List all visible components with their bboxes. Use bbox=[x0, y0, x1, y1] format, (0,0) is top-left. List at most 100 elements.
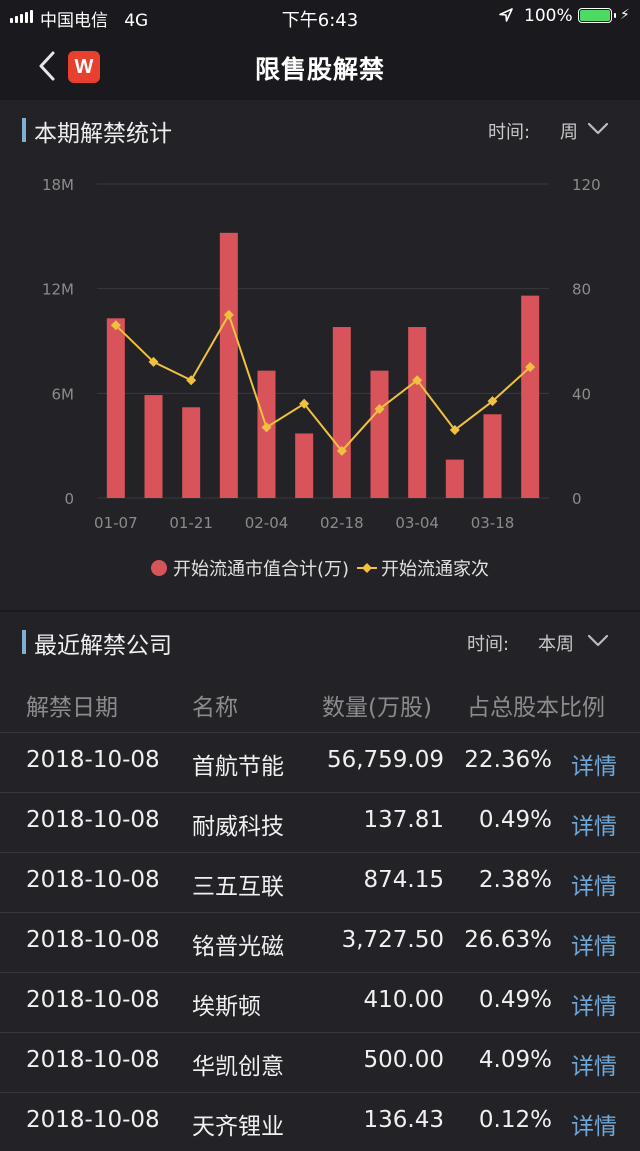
y-right-tick-label: 40 bbox=[572, 385, 591, 403]
chevron-down-icon[interactable] bbox=[587, 122, 609, 136]
x-tick-label: 02-04 bbox=[245, 514, 289, 532]
legend-bar-label: 开始流通市值合计(万) bbox=[172, 559, 350, 580]
section-accent-bar bbox=[22, 118, 26, 142]
stats-time-value[interactable]: 周 bbox=[560, 122, 578, 143]
header-pct: 占总股本比例 bbox=[467, 695, 605, 721]
line-point bbox=[487, 396, 498, 407]
y-right-tick-label: 120 bbox=[572, 176, 601, 194]
line-point bbox=[261, 422, 272, 433]
header-name: 名称 bbox=[192, 695, 238, 721]
bar bbox=[521, 295, 540, 498]
row-pct: 22.36% bbox=[464, 747, 552, 773]
row-name: 天齐锂业 bbox=[192, 1114, 284, 1140]
row-detail-link[interactable]: 详情 bbox=[571, 1054, 617, 1080]
carrier-label: 中国电信 4G bbox=[40, 11, 149, 31]
row-pct: 26.63% bbox=[464, 927, 552, 953]
row-qty: 137.81 bbox=[363, 807, 444, 833]
bar bbox=[332, 327, 351, 498]
signal-icon bbox=[10, 10, 33, 23]
table-row[interactable]: 2018-10-08 耐威科技 137.81 0.49% 详情 bbox=[0, 792, 640, 851]
recent-time-label: 时间: bbox=[467, 634, 510, 655]
chevron-down-icon[interactable] bbox=[587, 634, 609, 648]
stats-section-title: 本期解禁统计 bbox=[34, 121, 172, 147]
stats-time-label: 时间: bbox=[488, 122, 531, 143]
row-qty: 874.15 bbox=[363, 867, 444, 893]
table-header: 解禁日期 名称 数量(万股) 占总股本比例 bbox=[0, 672, 640, 732]
bar bbox=[483, 414, 502, 498]
back-chevron-icon[interactable] bbox=[36, 50, 58, 82]
bar bbox=[445, 459, 464, 498]
line-point bbox=[299, 398, 310, 409]
row-detail-link[interactable]: 详情 bbox=[571, 814, 617, 840]
row-date: 2018-10-08 bbox=[26, 747, 160, 773]
bar bbox=[144, 395, 163, 498]
row-pct: 0.12% bbox=[478, 1107, 552, 1133]
x-tick-label: 01-07 bbox=[94, 514, 138, 532]
row-detail-link[interactable]: 详情 bbox=[571, 874, 617, 900]
table-row[interactable]: 2018-10-08 三五互联 874.15 2.38% 详情 bbox=[0, 852, 640, 911]
legend-line-swatch bbox=[357, 563, 378, 573]
row-qty: 136.43 bbox=[363, 1107, 444, 1133]
y-right-tick-label: 0 bbox=[572, 490, 582, 508]
status-time: 下午6:43 bbox=[281, 10, 359, 31]
bar bbox=[182, 407, 201, 498]
status-bar: 中国电信 4G 下午6:43 100% ⚡ bbox=[0, 0, 640, 34]
chart-legend: 开始流通市值合计(万) 开始流通家次 bbox=[0, 555, 640, 581]
y-left-tick-label: 6M bbox=[52, 385, 75, 403]
section-accent-bar bbox=[22, 630, 26, 654]
row-name: 首航节能 bbox=[192, 754, 284, 780]
row-date: 2018-10-08 bbox=[26, 1047, 160, 1073]
table-row[interactable]: 2018-10-08 华凯创意 500.00 4.09% 详情 bbox=[0, 1032, 640, 1091]
unlock-stats-chart: 0 6M 12M 18M 0 40 80 120 01-07 01-21 02-04 02-18 0… bbox=[42, 176, 601, 532]
header-date: 解禁日期 bbox=[26, 695, 118, 721]
row-detail-link[interactable]: 详情 bbox=[571, 754, 617, 780]
recent-section-title: 最近解禁公司 bbox=[34, 633, 172, 659]
line-point bbox=[186, 375, 197, 386]
table-row[interactable]: 2018-10-08 埃斯顿 410.00 0.49% 详情 bbox=[0, 972, 640, 1031]
battery-icon bbox=[578, 8, 616, 23]
x-tick-label: 02-18 bbox=[320, 514, 364, 532]
bar bbox=[219, 232, 238, 498]
row-date: 2018-10-08 bbox=[26, 927, 160, 953]
table-row[interactable]: 2018-10-08 首航节能 56,759.09 22.36% 详情 bbox=[0, 732, 640, 791]
line-point bbox=[412, 375, 423, 386]
y-right-tick-label: 80 bbox=[572, 281, 591, 299]
x-tick-label: 01-21 bbox=[169, 514, 213, 532]
bar bbox=[257, 370, 276, 498]
battery-percent: 100% bbox=[524, 6, 573, 26]
recent-time-value[interactable]: 本周 bbox=[538, 634, 574, 655]
line-point bbox=[223, 309, 234, 320]
charging-bolt-icon: ⚡ bbox=[620, 7, 630, 23]
y-left-tick-label: 18M bbox=[42, 176, 74, 194]
row-qty: 410.00 bbox=[363, 987, 444, 1013]
row-pct: 0.49% bbox=[478, 987, 552, 1013]
row-date: 2018-10-08 bbox=[26, 807, 160, 833]
line-point bbox=[525, 362, 536, 373]
row-qty: 56,759.09 bbox=[326, 747, 444, 773]
y-left-tick-label: 0 bbox=[64, 490, 74, 508]
x-tick-label: 03-18 bbox=[471, 514, 515, 532]
line-point bbox=[110, 320, 121, 331]
row-detail-link[interactable]: 详情 bbox=[571, 1114, 617, 1140]
row-pct: 4.09% bbox=[478, 1047, 552, 1073]
location-arrow-icon bbox=[499, 8, 513, 22]
row-name: 三五互联 bbox=[192, 874, 284, 900]
header-qty: 数量(万股) bbox=[322, 695, 432, 721]
line-point bbox=[148, 356, 159, 367]
table-row[interactable]: 2018-10-08 天齐锂业 136.43 0.12% 详情 bbox=[0, 1092, 640, 1151]
row-qty: 500.00 bbox=[363, 1047, 444, 1073]
table-row[interactable]: 2018-10-08 铭普光磁 3,727.50 26.63% 详情 bbox=[0, 912, 640, 971]
series-line bbox=[115, 312, 531, 453]
bar bbox=[370, 370, 389, 498]
row-name: 铭普光磁 bbox=[192, 934, 284, 960]
line-point bbox=[374, 404, 385, 415]
bar bbox=[295, 433, 314, 498]
legend-bar-swatch bbox=[150, 560, 167, 576]
row-detail-link[interactable]: 详情 bbox=[571, 934, 617, 960]
bar bbox=[408, 327, 427, 498]
row-pct: 0.49% bbox=[478, 807, 552, 833]
row-detail-link[interactable]: 详情 bbox=[571, 994, 617, 1020]
line-point bbox=[449, 424, 460, 435]
row-qty: 3,727.50 bbox=[341, 927, 444, 953]
line-point bbox=[336, 445, 347, 456]
